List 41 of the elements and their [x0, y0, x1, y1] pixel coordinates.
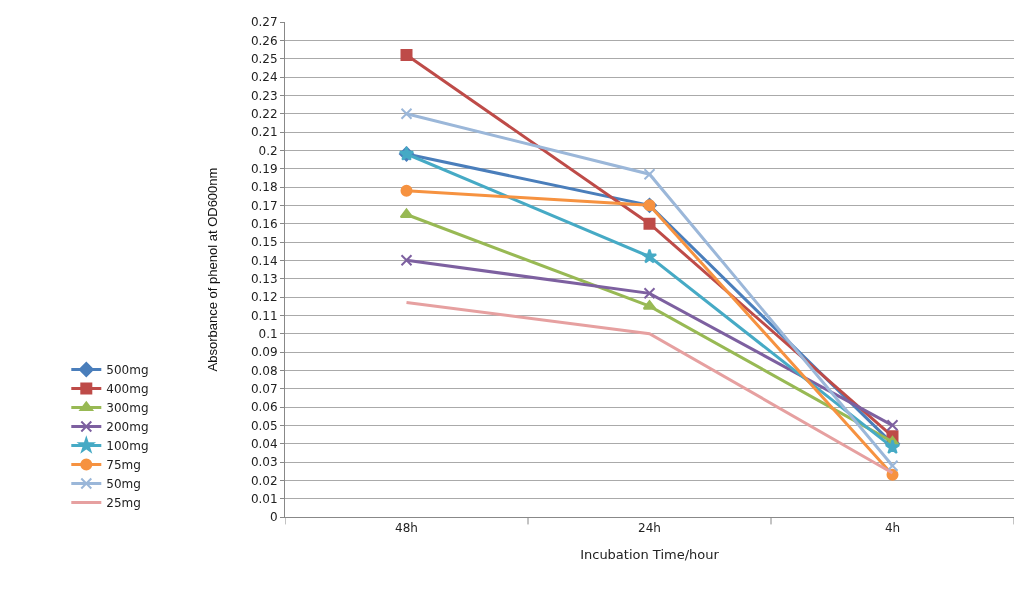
y-tick-label: 0.17: [250, 198, 278, 213]
y-tick-label: 0.09: [250, 345, 278, 360]
y-tick-label: 0.07: [250, 381, 278, 396]
y-tick-label: 0.04: [250, 436, 278, 451]
y-tick-label: 0.25: [250, 51, 278, 66]
y-tick-label: 0: [269, 510, 278, 525]
x-tick-label: 48h: [395, 521, 418, 536]
y-tick-label: 0.19: [250, 161, 278, 176]
legend-label: 400mg: [106, 382, 149, 397]
y-tick-label: 0.24: [250, 70, 278, 85]
x-axis-title: Incubation Time/hour: [580, 547, 720, 562]
y-tick-label: 0.15: [250, 235, 278, 250]
y-tick-label: 0.23: [250, 88, 278, 103]
y-tick-label: 0.27: [250, 15, 278, 30]
y-tick-label: 0.14: [250, 253, 278, 268]
y-tick-label: 0.1: [258, 326, 278, 341]
y-tick-label: 0.01: [250, 491, 278, 506]
y-tick-label: 0.12: [250, 290, 278, 305]
y-tick-label: 0.18: [250, 180, 278, 195]
y-tick-label: 0.22: [250, 106, 278, 121]
y-tick-label: 0.16: [250, 216, 278, 231]
legend-label: 300mg: [106, 401, 149, 416]
x-tick-label: 4h: [884, 521, 901, 536]
legend-label: 100mg: [106, 439, 149, 454]
legend-label: 25mg: [106, 496, 141, 511]
legend-label: 50mg: [106, 477, 141, 492]
y-tick-label: 0.2: [258, 143, 278, 158]
y-tick-label: 0.11: [250, 308, 278, 323]
x-tick-label: 24h: [638, 521, 661, 536]
legend-label: 200mg: [106, 420, 149, 435]
y-axis-title: Absorbance of phenol at OD600nm: [204, 167, 220, 372]
y-tick-label: 0.13: [250, 271, 278, 286]
y-tick-label: 0.03: [250, 455, 278, 470]
y-tick-label: 0.26: [250, 33, 278, 48]
y-tick-label: 0.02: [250, 473, 278, 488]
y-tick-label: 0.05: [250, 418, 278, 433]
y-tick-label: 0.06: [250, 400, 278, 415]
y-tick-label: 0.21: [250, 125, 278, 140]
legend-label: 500mg: [106, 363, 149, 378]
y-tick-label: 0.08: [250, 363, 278, 378]
legend-label: 75mg: [106, 458, 141, 473]
